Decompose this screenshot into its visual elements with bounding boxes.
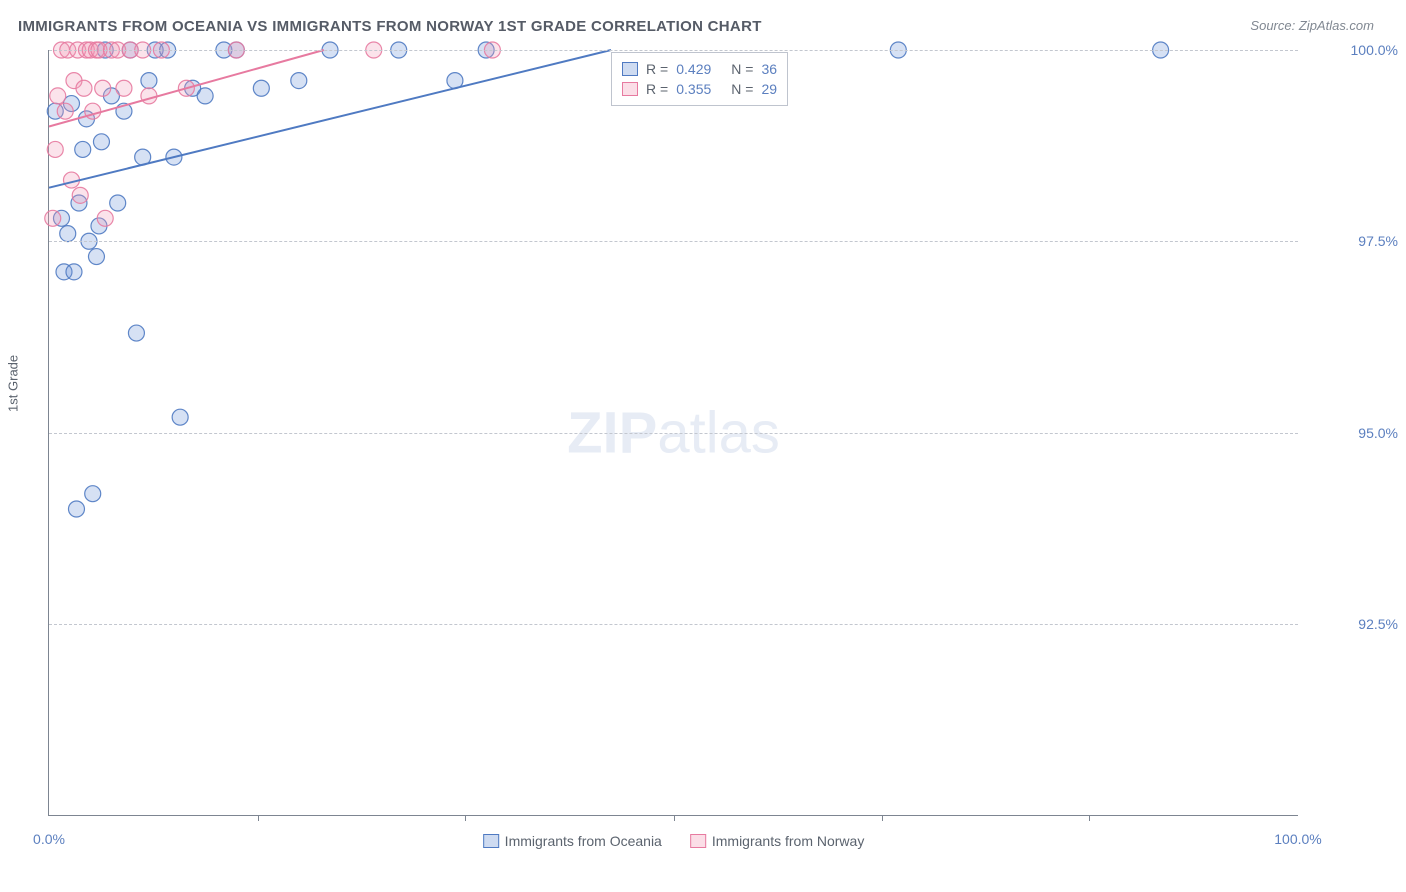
legend-row: R = 0.429 N = 36 <box>622 59 777 79</box>
data-point <box>172 409 188 425</box>
data-point <box>116 80 132 96</box>
data-point <box>47 141 63 157</box>
x-tick-mark <box>674 815 675 821</box>
legend-n-label: N = <box>731 81 753 97</box>
source-link[interactable]: ZipAtlas.com <box>1299 18 1374 33</box>
data-point <box>57 103 73 119</box>
legend-swatch <box>690 834 706 848</box>
legend-r-value: 0.429 <box>676 61 711 77</box>
source-attribution: Source: ZipAtlas.com <box>1250 18 1374 33</box>
data-point <box>141 73 157 89</box>
data-point <box>291 73 307 89</box>
data-point <box>76 80 92 96</box>
legend-n-value: 36 <box>761 61 777 77</box>
series-legend: Immigrants from Oceania Immigrants from N… <box>483 833 865 849</box>
data-point <box>85 486 101 502</box>
legend-series-name: Immigrants from Oceania <box>505 833 662 849</box>
x-tick-mark <box>258 815 259 821</box>
x-tick-mark <box>1089 815 1090 821</box>
legend-row: R = 0.355 N = 29 <box>622 79 777 99</box>
data-point <box>110 195 126 211</box>
legend-n-label: N = <box>731 61 753 77</box>
chart-title: IMMIGRANTS FROM OCEANIA VS IMMIGRANTS FR… <box>18 18 762 35</box>
data-point <box>197 88 213 104</box>
source-label: Source: <box>1250 18 1295 33</box>
data-point <box>128 325 144 341</box>
legend-swatch <box>622 82 638 96</box>
gridline-h <box>49 433 1298 434</box>
legend-r-value: 0.355 <box>676 81 711 97</box>
data-point <box>141 88 157 104</box>
legend-r-label: R = <box>646 61 668 77</box>
legend-swatch <box>622 62 638 76</box>
legend-r-label: R = <box>646 81 668 97</box>
data-point <box>66 264 82 280</box>
data-point <box>253 80 269 96</box>
data-point <box>60 226 76 242</box>
x-tick-mark <box>465 815 466 821</box>
data-point <box>45 210 61 226</box>
correlation-legend: R = 0.429 N = 36 R = 0.355 N = 29 <box>611 52 788 106</box>
data-point <box>93 134 109 150</box>
data-point <box>97 210 113 226</box>
legend-item[interactable]: Immigrants from Oceania <box>483 833 662 849</box>
data-point <box>72 187 88 203</box>
y-tick-label: 92.5% <box>1308 616 1398 632</box>
y-tick-label: 95.0% <box>1308 425 1398 441</box>
y-tick-label: 97.5% <box>1308 233 1398 249</box>
x-tick-label: 0.0% <box>33 831 65 847</box>
gridline-h <box>49 624 1298 625</box>
legend-n-value: 29 <box>761 81 777 97</box>
legend-series-name: Immigrants from Norway <box>712 833 864 849</box>
legend-swatch <box>483 834 499 848</box>
x-tick-mark <box>882 815 883 821</box>
y-axis-label: 1st Grade <box>6 354 21 411</box>
plot-area: ZIPatlas 1st Grade 92.5%95.0%97.5%100.0%… <box>48 50 1298 816</box>
trend-line <box>49 50 611 188</box>
gridline-h <box>49 241 1298 242</box>
data-point <box>88 249 104 265</box>
data-point <box>68 501 84 517</box>
data-point <box>75 141 91 157</box>
data-point <box>50 88 66 104</box>
y-tick-label: 100.0% <box>1308 42 1398 58</box>
data-point <box>95 80 111 96</box>
gridline-h <box>49 50 1298 51</box>
legend-item[interactable]: Immigrants from Norway <box>690 833 864 849</box>
x-tick-label: 100.0% <box>1274 831 1321 847</box>
